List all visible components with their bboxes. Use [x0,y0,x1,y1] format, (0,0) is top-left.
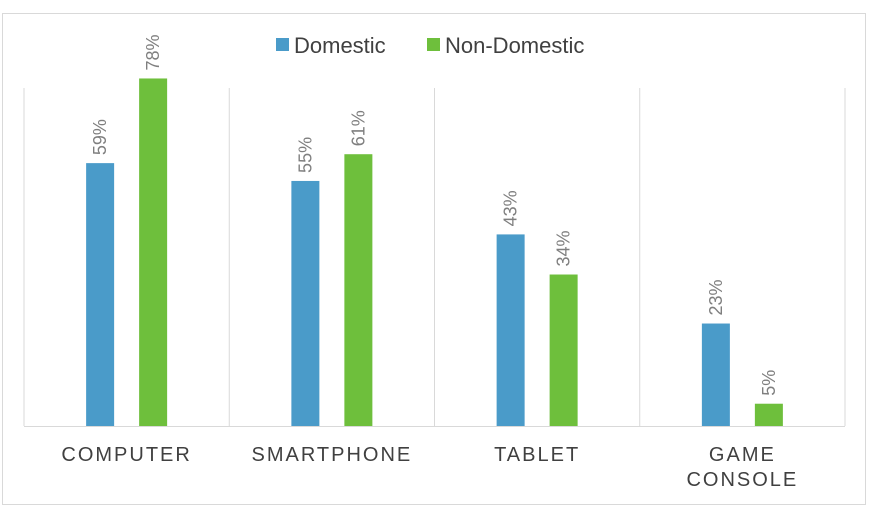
x-tick-label: TABLET [494,444,580,466]
bar-non-domestic-2 [549,274,578,426]
data-label: 43% [501,190,521,226]
x-tick-label: SMARTPHONE [251,444,412,466]
legend: Domestic Non-Domestic [276,33,584,58]
data-label: 34% [554,230,574,266]
legend-swatch-domestic [276,38,289,51]
bars [86,78,783,426]
category-separators [23,88,846,426]
data-label: 23% [706,279,726,315]
chart-frame [2,13,866,505]
x-tick-label: COMPUTER [61,444,191,466]
legend-swatch-non-domestic [427,38,440,51]
bar-domestic-0 [86,163,115,426]
x-tick-label: CONSOLE [686,469,798,491]
data-label: 55% [295,137,315,173]
data-label: 78% [143,34,163,70]
x-tick-label: GAME [709,444,776,466]
x-axis: COMPUTER SMARTPHONE TABLET GAME CONSOLE [24,426,845,491]
bar-non-domestic-0 [139,78,168,426]
bar-non-domestic-3 [754,403,783,426]
legend-label-non-domestic: Non-Domestic [445,33,584,58]
bar-domestic-3 [701,323,730,426]
legend-label-domestic: Domestic [294,33,386,58]
bar-domestic-1 [291,180,320,426]
bar-non-domestic-1 [344,154,373,426]
data-label: 61% [348,110,368,146]
data-labels: 59% 78% 55% 61% 43% 34% 23% 5% [90,34,779,395]
data-label: 59% [90,119,110,155]
bar-domestic-2 [496,234,525,426]
data-label: 5% [759,370,779,396]
